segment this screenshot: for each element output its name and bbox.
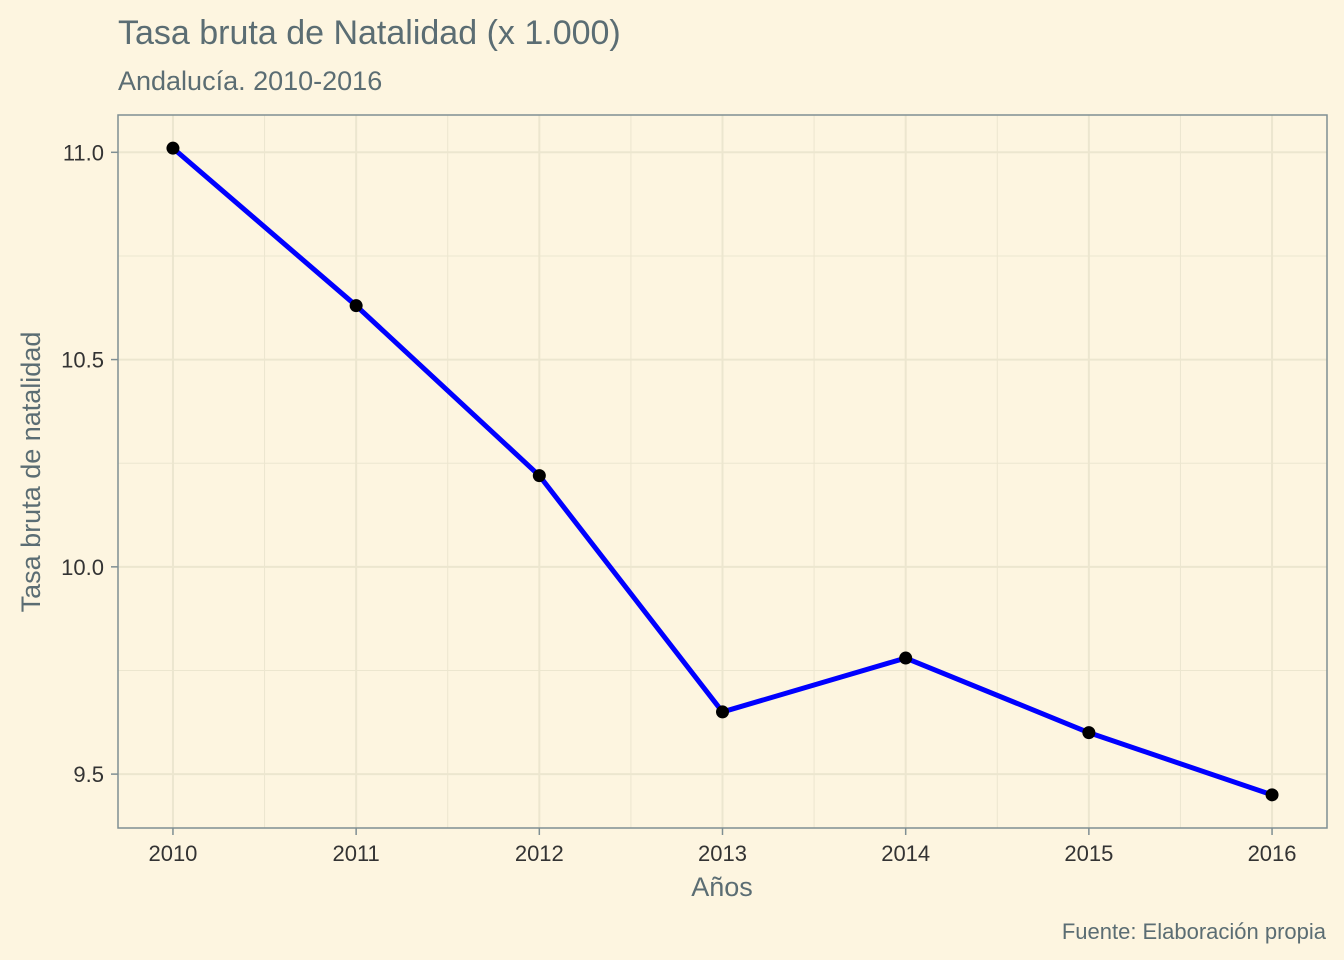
x-tick-label: 2015 [1064,841,1113,866]
x-tick-label: 2012 [515,841,564,866]
data-point [899,651,913,665]
y-tick-label: 9.5 [73,762,104,787]
gridlines [118,115,1327,828]
y-tick-label: 11.0 [63,140,104,165]
x-tick-label: 2016 [1248,841,1297,866]
chart-title: Tasa bruta de Natalidad (x 1.000) [118,14,621,52]
data-point [1265,788,1279,802]
data-point [349,299,363,313]
data-point [1082,726,1096,740]
axes [111,114,1328,835]
tick-labels: 2010 2011 2012 2013 2014 2015 2016 9.5 10.0 10.5 1… [61,140,1296,866]
series-group [166,141,1279,802]
data-point [166,141,180,155]
x-tick-label: 2014 [881,841,930,866]
chart-subtitle: Andalucía. 2010-2016 [118,66,382,96]
x-tick-label: 2013 [698,841,747,866]
data-point [716,705,729,719]
y-tick-label: 10.0 [61,555,104,580]
x-axis-title: Años [691,872,753,902]
y-axis-title: Tasa bruta de natalidad [16,332,46,613]
x-tick-label: 2010 [148,841,197,866]
chart-caption: Fuente: Elaboración propia [1062,919,1327,944]
data-point [532,469,546,483]
y-tick-label: 10.5 [61,348,104,373]
x-tick-label: 2011 [332,841,379,866]
